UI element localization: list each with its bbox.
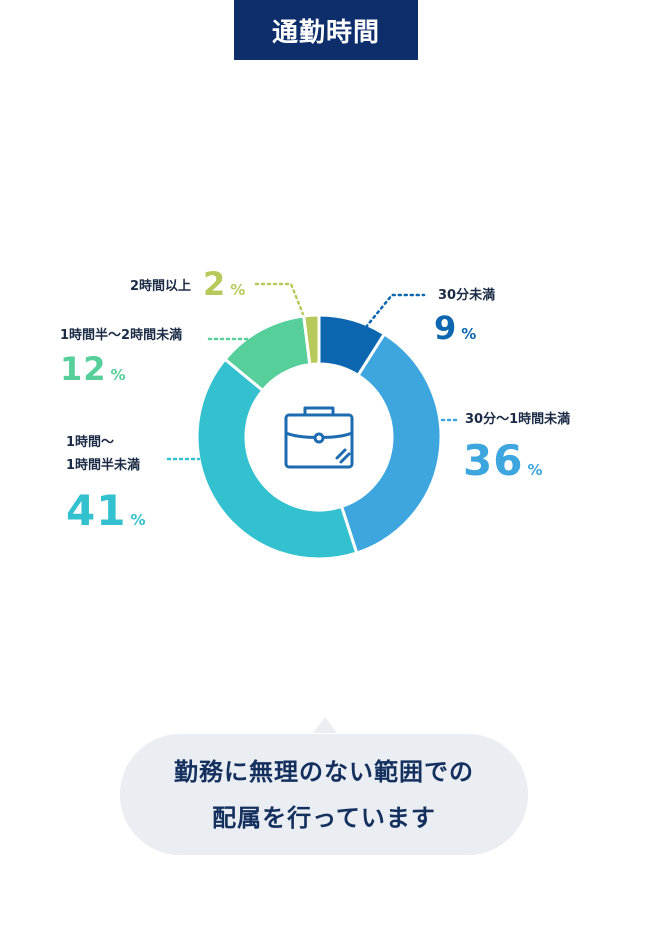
value-over-2h: 2%	[203, 265, 246, 303]
leader-over-2h	[254, 282, 305, 316]
message-line-2: 配属を行っています	[212, 803, 436, 832]
leader-under-30min	[364, 293, 426, 329]
value-1h30-2h: 12%	[60, 350, 126, 388]
value-30min-1h: 36%	[463, 436, 543, 485]
donut-chart	[166, 282, 460, 561]
value-under-30min: 9%	[434, 309, 477, 347]
briefcase-icon	[284, 406, 354, 469]
value-1h-1h30: 41%	[66, 486, 146, 535]
label-30min-1h: 30分〜1時間未満	[465, 412, 571, 427]
message-line-1: 勤務に無理のない範囲での	[174, 757, 474, 786]
speech-bubble-tail	[313, 717, 337, 733]
label-1h-1h30-line1: 1時間〜	[66, 435, 115, 450]
message-bubble: 勤務に無理のない範囲での 配属を行っています	[120, 734, 528, 855]
chart-title: 通勤時間	[234, 0, 418, 60]
label-over-2h: 2時間以上	[130, 279, 192, 294]
slice-30min-1h	[339, 331, 443, 555]
slice-over-2h	[302, 313, 321, 367]
label-1h30-2h: 1時間半〜2時間未満	[60, 328, 183, 343]
label-under-30min: 30分未満	[438, 288, 496, 303]
label-1h-1h30-line2: 1時間半未満	[66, 458, 141, 473]
slice-1h-1h30	[195, 357, 359, 561]
